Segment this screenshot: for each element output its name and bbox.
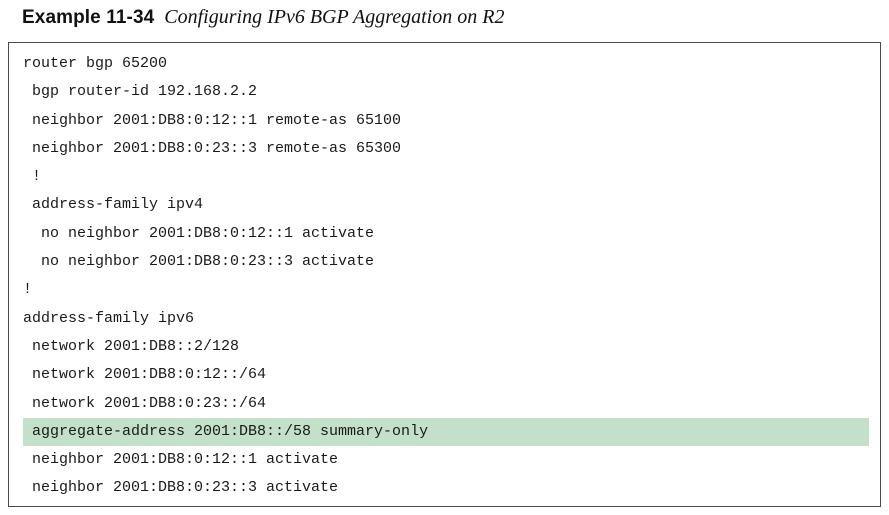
code-line-text: aggregate-address 2001:DB8::/58 summary-… [23, 422, 429, 440]
code-line: address-family ipv6 [23, 305, 869, 333]
code-line: ! [23, 163, 869, 191]
code-listing: router bgp 65200 bgp router-id 192.168.2… [8, 42, 881, 507]
code-line-text: network 2001:DB8:0:23::/64 [23, 394, 267, 412]
code-line-text: ! [23, 168, 42, 186]
code-line: network 2001:DB8::2/128 [23, 333, 869, 361]
code-line: bgp router-id 192.168.2.2 [23, 78, 869, 106]
code-line: address-family ipv4 [23, 191, 869, 219]
code-line: router bgp 65200 [23, 50, 869, 78]
example-number: Example 11-34 [22, 7, 155, 28]
code-line: neighbor 2001:DB8:0:23::3 remote-as 6530… [23, 135, 869, 163]
example-title: Configuring IPv6 BGP Aggregation on R2 [164, 6, 505, 28]
code-line-text: router bgp 65200 [23, 55, 168, 72]
code-line-text: network 2001:DB8::2/128 [23, 337, 240, 355]
code-line-text: address-family ipv6 [23, 309, 195, 327]
code-line-text: bgp router-id 192.168.2.2 [23, 83, 258, 101]
code-line: network 2001:DB8:0:12::/64 [23, 361, 869, 389]
code-line-text: ! [23, 281, 33, 299]
code-line-text: neighbor 2001:DB8:0:23::3 remote-as 6530… [23, 139, 402, 157]
code-line-text: neighbor 2001:DB8:0:12::1 remote-as 6510… [23, 111, 402, 129]
code-line: ! [23, 276, 869, 304]
code-line-text: neighbor 2001:DB8:0:12::1 activate [23, 451, 339, 469]
code-line: no neighbor 2001:DB8:0:12::1 activate [23, 220, 869, 248]
code-lines: router bgp 65200 bgp router-id 192.168.2… [23, 50, 869, 503]
code-line-text: address-family ipv4 [23, 196, 204, 214]
code-line: neighbor 2001:DB8:0:12::1 activate [23, 446, 869, 474]
code-line-text: no neighbor 2001:DB8:0:23::3 activate [23, 253, 375, 271]
code-line: neighbor 2001:DB8:0:23::3 activate [23, 474, 869, 502]
code-line-text: network 2001:DB8:0:12::/64 [23, 366, 267, 384]
example-caption: Example 11-34 Configuring IPv6 BGP Aggreg… [22, 4, 504, 30]
code-line: no neighbor 2001:DB8:0:23::3 activate [23, 248, 869, 276]
code-line: network 2001:DB8:0:23::/64 [23, 390, 869, 418]
highlighted-code-line: aggregate-address 2001:DB8::/58 summary-… [23, 417, 869, 447]
code-line-text: neighbor 2001:DB8:0:23::3 activate [23, 479, 339, 497]
code-line: neighbor 2001:DB8:0:12::1 remote-as 6510… [23, 107, 869, 135]
code-line-text: no neighbor 2001:DB8:0:12::1 activate [23, 224, 375, 242]
